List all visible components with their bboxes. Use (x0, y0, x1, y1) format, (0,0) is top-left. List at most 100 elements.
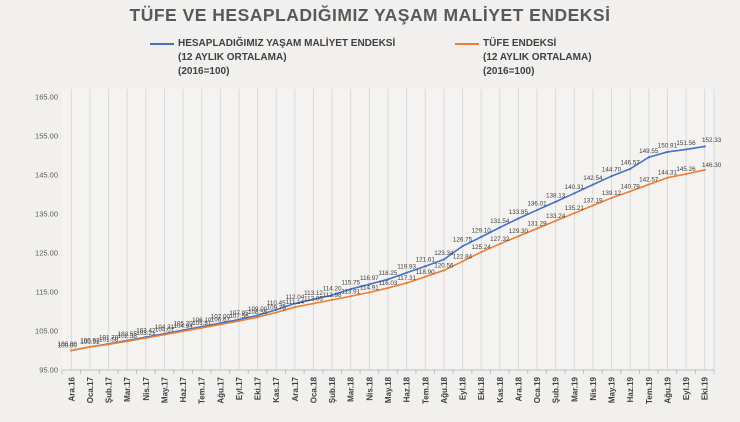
data-label: 118.25 (379, 270, 398, 277)
legend-item-tufe-index: TÜFE ENDEKSİ (12 AYLIK ORTALAMA) (2016=1… (455, 37, 592, 79)
data-label: 136.01 (527, 201, 547, 208)
data-point (684, 148, 688, 151)
data-label: 118.90 (416, 269, 435, 276)
chart-legend: HESAPLADIĞIMIZ YAŞAM MALİYET ENDEKSİ (12… (0, 37, 740, 85)
data-label: 113.91 (341, 288, 360, 295)
data-point (275, 308, 278, 311)
data-label: 103.21 (136, 330, 156, 337)
data-point (498, 226, 501, 229)
data-label: 112.98 (323, 292, 342, 299)
x-tick-label: Tem.18 (421, 376, 430, 404)
data-point (517, 217, 520, 220)
data-label: 107.95 (229, 310, 249, 317)
x-tick-label: Eyl.19 (682, 376, 691, 400)
data-label: 137.19 (583, 197, 603, 204)
data-label: 120.56 (434, 262, 454, 269)
data-point (610, 196, 613, 200)
data-point (573, 212, 576, 215)
data-label: 112.04 (285, 294, 304, 301)
data-point (480, 250, 483, 254)
data-point (629, 190, 632, 193)
data-label: 140.79 (621, 183, 641, 190)
data-label: 144.70 (602, 167, 622, 174)
data-point (349, 295, 352, 298)
y-tick-label: 95.00 (39, 366, 58, 375)
series-group-1 (70, 168, 706, 352)
data-label: 113.12 (304, 290, 323, 297)
data-point (331, 294, 334, 297)
data-label: 140.31 (565, 184, 585, 191)
data-label: 109.00 (248, 306, 268, 313)
data-label: 131.29 (527, 220, 547, 227)
data-label: 133.85 (509, 209, 529, 216)
data-point (591, 183, 595, 186)
x-tick-label: Oca.19 (533, 376, 542, 403)
legend-label-line1: TÜFE ENDEKSİ (483, 38, 557, 49)
data-point (535, 208, 539, 212)
data-point (237, 319, 241, 323)
data-label: 101.70 (99, 334, 119, 341)
x-tick-label: Oca.18 (309, 376, 318, 403)
data-label: 111.14 (286, 299, 305, 306)
data-point (647, 183, 650, 186)
data-label: 146.30 (702, 162, 722, 169)
y-tick-label: 115.00 (36, 288, 58, 297)
data-point (610, 175, 613, 178)
x-tick-label: Nis.19 (589, 376, 598, 400)
data-label: 142.57 (639, 176, 659, 183)
data-label: 107.00 (211, 314, 231, 321)
data-point (70, 349, 73, 352)
data-point (591, 204, 595, 207)
y-tick-label: 155.00 (35, 132, 58, 141)
data-point (256, 314, 259, 317)
data-point (219, 323, 222, 326)
data-label: 105.81 (192, 320, 212, 327)
data-label: 142.54 (583, 175, 603, 182)
data-point (517, 235, 520, 238)
data-point (666, 176, 669, 179)
x-tick-label: Nis.17 (142, 376, 151, 400)
data-label: 133.24 (546, 213, 566, 220)
x-axis-labels-group: Ara.16 Oca.17 Şub.17 Mar.17 Nis.17 May.17 Haz.… (67, 376, 709, 404)
data-label: 100.91 (80, 339, 100, 346)
x-tick-label: Şub.17 (105, 376, 114, 403)
data-point (424, 275, 427, 278)
data-point (703, 168, 706, 172)
data-point (461, 260, 464, 263)
data-label: 114.20 (323, 286, 342, 293)
legend-item-living-cost-index: HESAPLADIĞIMIZ YAŞAM MALİYET ENDEKSİ (12… (150, 37, 395, 79)
data-label: 106.10 (192, 317, 212, 324)
data-point (256, 316, 259, 319)
x-tick-label: Haz.18 (403, 376, 412, 402)
data-point (666, 150, 669, 154)
x-tick-label: May.18 (384, 376, 393, 403)
data-label: 104.94 (173, 323, 193, 330)
x-tick-label: Eki.19 (701, 376, 710, 400)
data-label: 115.75 (341, 280, 360, 287)
x-tick-label: May.17 (160, 376, 169, 403)
data-point (684, 172, 688, 176)
data-label: 121.61 (416, 257, 436, 264)
data-label: 102.38 (118, 333, 138, 340)
data-label: 139.12 (602, 190, 622, 197)
data-label: 102.55 (118, 331, 138, 338)
data-label: 106.67 (211, 316, 231, 323)
y-tick-label: 125.00 (35, 249, 58, 258)
data-label: 146.57 (621, 159, 641, 166)
data-label: 104.07 (155, 327, 175, 334)
data-label: 114.91 (360, 284, 379, 291)
data-point (573, 192, 576, 195)
data-point (461, 245, 464, 248)
data-point (312, 302, 315, 305)
x-axis-group (61, 369, 715, 374)
data-label: 107.56 (229, 313, 249, 320)
data-point (368, 291, 371, 294)
x-tick-label: Ara.17 (291, 376, 300, 401)
legend-label-line2: (12 AYLIK ORTALAMA) (178, 52, 287, 63)
data-point (368, 283, 371, 286)
x-tick-label: May.19 (608, 376, 617, 403)
chart-title: TÜFE VE HESAPLADIĞIMIZ YAŞAM MALİYET END… (129, 5, 611, 25)
data-point (126, 340, 129, 343)
data-point (480, 235, 483, 239)
